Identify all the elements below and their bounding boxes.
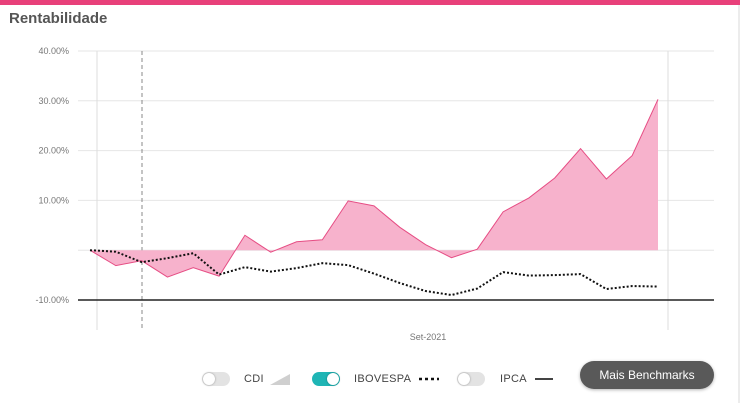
cdi-toggle[interactable]	[202, 372, 230, 386]
area-fill	[90, 99, 658, 278]
chart-title: Rentabilidade	[9, 10, 108, 27]
toggle-knob	[458, 373, 470, 385]
legend-label-ipca: IPCA	[500, 373, 527, 385]
top-accent-bar	[0, 0, 740, 5]
y-axis-ticks: 40.00% 30.00% 20.00% 10.00% -10.00%	[35, 46, 69, 305]
y-tick-label: 10.00%	[38, 195, 69, 205]
area-line	[89, 99, 659, 278]
ibovespa-line	[89, 249, 659, 297]
y-tick-label: 40.00%	[38, 46, 69, 56]
y-tick-label: 20.00%	[38, 146, 69, 156]
dotted-line-icon	[419, 377, 439, 381]
area-icon	[270, 374, 290, 385]
legend-label-ibovespa: IBOVESPA	[354, 373, 412, 385]
ibovespa-toggle[interactable]	[312, 372, 340, 386]
portfolio-area-series	[89, 99, 659, 278]
x-tick-label: Set-2021	[410, 332, 447, 342]
legend-label-cdi: CDI	[244, 373, 264, 385]
y-tick-label: 30.00%	[38, 96, 69, 106]
ipca-toggle[interactable]	[457, 372, 485, 386]
ibovespa-series	[89, 249, 659, 297]
x-axis-ticks: Set-2021	[410, 332, 447, 342]
mais-benchmarks-button[interactable]: Mais Benchmarks	[580, 361, 714, 389]
y-tick-label: -10.00%	[35, 295, 69, 305]
card-edge	[738, 5, 740, 403]
toggle-knob	[203, 373, 215, 385]
solid-line-icon	[535, 378, 553, 380]
toggle-knob	[327, 373, 339, 385]
